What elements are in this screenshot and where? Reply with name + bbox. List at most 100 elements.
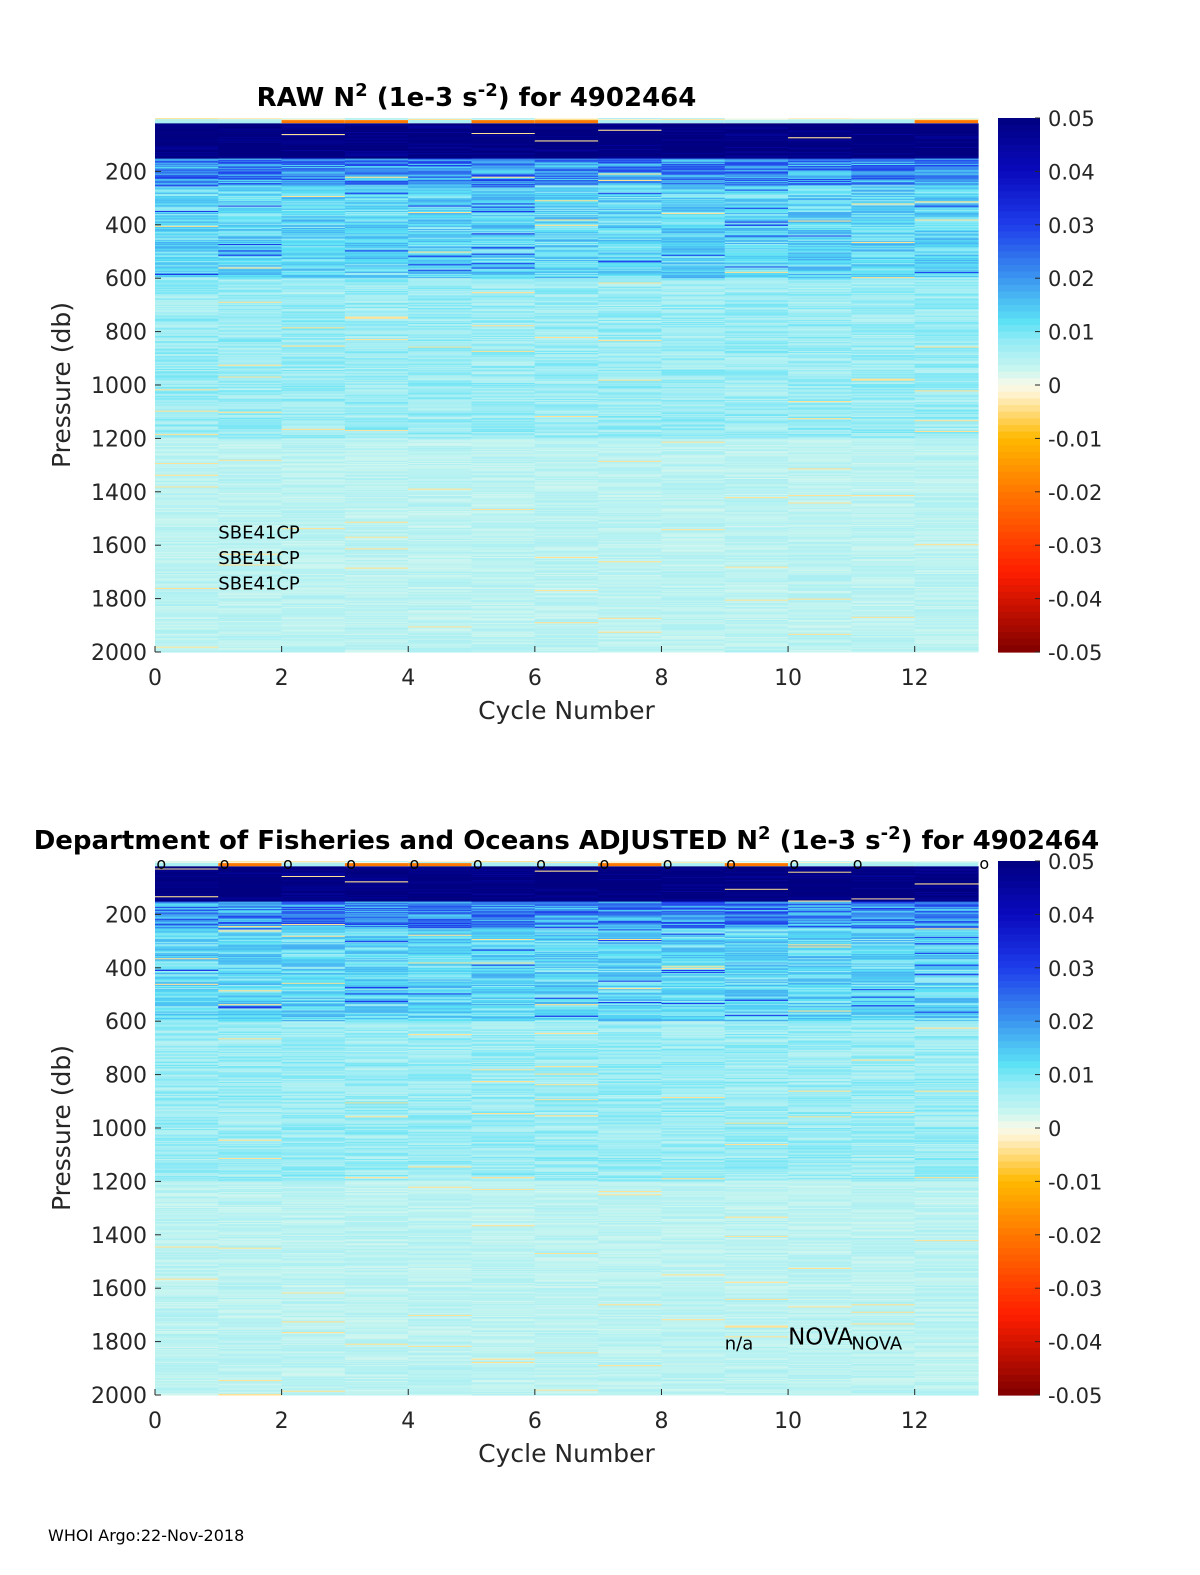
colorbar-segment xyxy=(998,598,1040,606)
colorbar-segment xyxy=(998,1248,1040,1256)
annotation-label: NOVA xyxy=(788,1324,853,1350)
colorbar-segment xyxy=(998,238,1040,246)
colorbar-segment xyxy=(998,144,1040,152)
colorbar-segment xyxy=(998,131,1040,139)
colorbar-segment xyxy=(998,1228,1040,1236)
colorbar-segment xyxy=(998,1241,1040,1249)
colorbar-segment xyxy=(998,1001,1040,1009)
colorbar-segment xyxy=(998,258,1040,266)
chart-title-part: 2 xyxy=(758,823,771,844)
colorbar-segment xyxy=(998,1281,1040,1289)
colorbar-segment xyxy=(998,231,1040,239)
cycle-column-12 xyxy=(851,118,916,653)
colorbar-segment xyxy=(998,1308,1040,1316)
colorbar-segment xyxy=(998,211,1040,219)
colorbar-segment xyxy=(998,224,1040,233)
colorbar-segment xyxy=(998,1288,1040,1296)
chart-title-part: -2 xyxy=(881,823,901,844)
colorbar-segment xyxy=(998,1381,1040,1389)
colorbar-segment xyxy=(998,138,1040,146)
colorbar-segment xyxy=(998,1014,1040,1022)
cycle-column-6 xyxy=(471,861,536,1396)
qc-flag-mark: o xyxy=(283,854,293,873)
colorbar-segment xyxy=(998,465,1040,473)
colorbar-tick-label: -0.05 xyxy=(1048,641,1102,665)
colorbar-segment xyxy=(998,451,1040,460)
colorbar-segment xyxy=(998,1021,1040,1029)
colorbar-tick-label: -0.04 xyxy=(1048,588,1102,612)
colorbar-segment xyxy=(998,151,1040,159)
annotation-label: n/a xyxy=(725,1334,754,1355)
colorbar-segment xyxy=(998,927,1040,936)
colorbar-segment xyxy=(998,881,1040,889)
colorbar-segment xyxy=(998,398,1040,406)
colorbar-segment xyxy=(998,591,1040,600)
colorbar-segment xyxy=(998,894,1040,902)
colorbar-segment xyxy=(998,478,1040,486)
qc-flag-mark: o xyxy=(663,854,673,873)
cycle-column-7 xyxy=(534,861,599,1396)
colorbar-segment xyxy=(998,371,1040,379)
cycle-column-13 xyxy=(914,861,979,1396)
colorbar-segment xyxy=(998,411,1040,419)
colorbar-segment xyxy=(998,565,1040,573)
cycle-column-1 xyxy=(155,861,219,1396)
cycle-column-5 xyxy=(408,118,473,653)
colorbar-tick-label: 0.01 xyxy=(1048,1064,1095,1088)
colorbar-tick-label: -0.01 xyxy=(1048,427,1102,451)
colorbar-segment xyxy=(998,324,1040,333)
qc-flag-mark: o xyxy=(410,854,420,873)
colorbar-segment xyxy=(998,578,1040,586)
colorbar-segment xyxy=(998,1101,1040,1109)
chart-panel-2: Department of Fisheries and Oceans ADJUS… xyxy=(34,823,1103,1469)
colorbar-segment xyxy=(998,1054,1040,1062)
y-tick-label: 400 xyxy=(105,214,147,239)
colorbar-segment xyxy=(998,311,1040,319)
qc-flag-mark: o xyxy=(853,854,863,873)
colorbar-segment xyxy=(998,365,1040,373)
colorbar-segment xyxy=(998,511,1040,520)
y-tick-label: 800 xyxy=(105,1064,147,1089)
chart-title: Department of Fisheries and Oceans ADJUS… xyxy=(34,823,1100,857)
y-tick-label: 2000 xyxy=(91,641,147,666)
colorbar-segment xyxy=(998,1301,1040,1309)
colorbar-segment xyxy=(998,914,1040,922)
x-tick-label: 2 xyxy=(275,666,289,691)
colorbar-segment xyxy=(998,1261,1040,1269)
colorbar-segment xyxy=(998,1328,1040,1336)
colorbar-segment xyxy=(998,632,1040,640)
colorbar-segment xyxy=(998,1007,1040,1016)
colorbar-segment xyxy=(998,431,1040,439)
footer-credit: WHOI Argo:22-Nov-2018 xyxy=(48,1526,245,1545)
y-tick-label: 200 xyxy=(105,160,147,185)
y-tick-label: 800 xyxy=(105,321,147,346)
colorbar-segment xyxy=(998,1141,1040,1149)
y-tick-label: 1200 xyxy=(91,1170,147,1195)
qc-flag-mark: o xyxy=(156,854,166,873)
colorbar-segment xyxy=(998,934,1040,942)
colorbar-segment xyxy=(998,1341,1040,1349)
colorbar-segment xyxy=(998,1148,1040,1156)
colorbar-segment xyxy=(998,1188,1040,1196)
colorbar-tick-label: 0.05 xyxy=(1048,107,1095,131)
colorbar-segment xyxy=(998,171,1040,179)
colorbar-segment xyxy=(998,244,1040,253)
colorbar-segment xyxy=(998,1221,1040,1229)
cycle-column-11 xyxy=(788,118,852,653)
colorbar-segment xyxy=(998,605,1040,613)
colorbar-segment xyxy=(998,638,1040,646)
y-tick-label: 1800 xyxy=(91,588,147,613)
colorbar-segment xyxy=(998,204,1040,213)
qc-flag-mark: o xyxy=(599,854,609,873)
cycle-column-3 xyxy=(281,118,346,653)
colorbar-tick-label: 0 xyxy=(1048,374,1061,398)
colorbar-segment xyxy=(998,184,1040,193)
chart-title-part: ) for 4902464 xyxy=(498,83,697,113)
colorbar-tick-label: 0.04 xyxy=(1048,903,1095,927)
colorbar-segment xyxy=(998,1375,1040,1383)
cycle-column-10 xyxy=(724,118,789,653)
x-tick-label: 0 xyxy=(148,1409,162,1434)
colorbar-segment xyxy=(998,625,1040,633)
colorbar-segment xyxy=(998,445,1040,453)
